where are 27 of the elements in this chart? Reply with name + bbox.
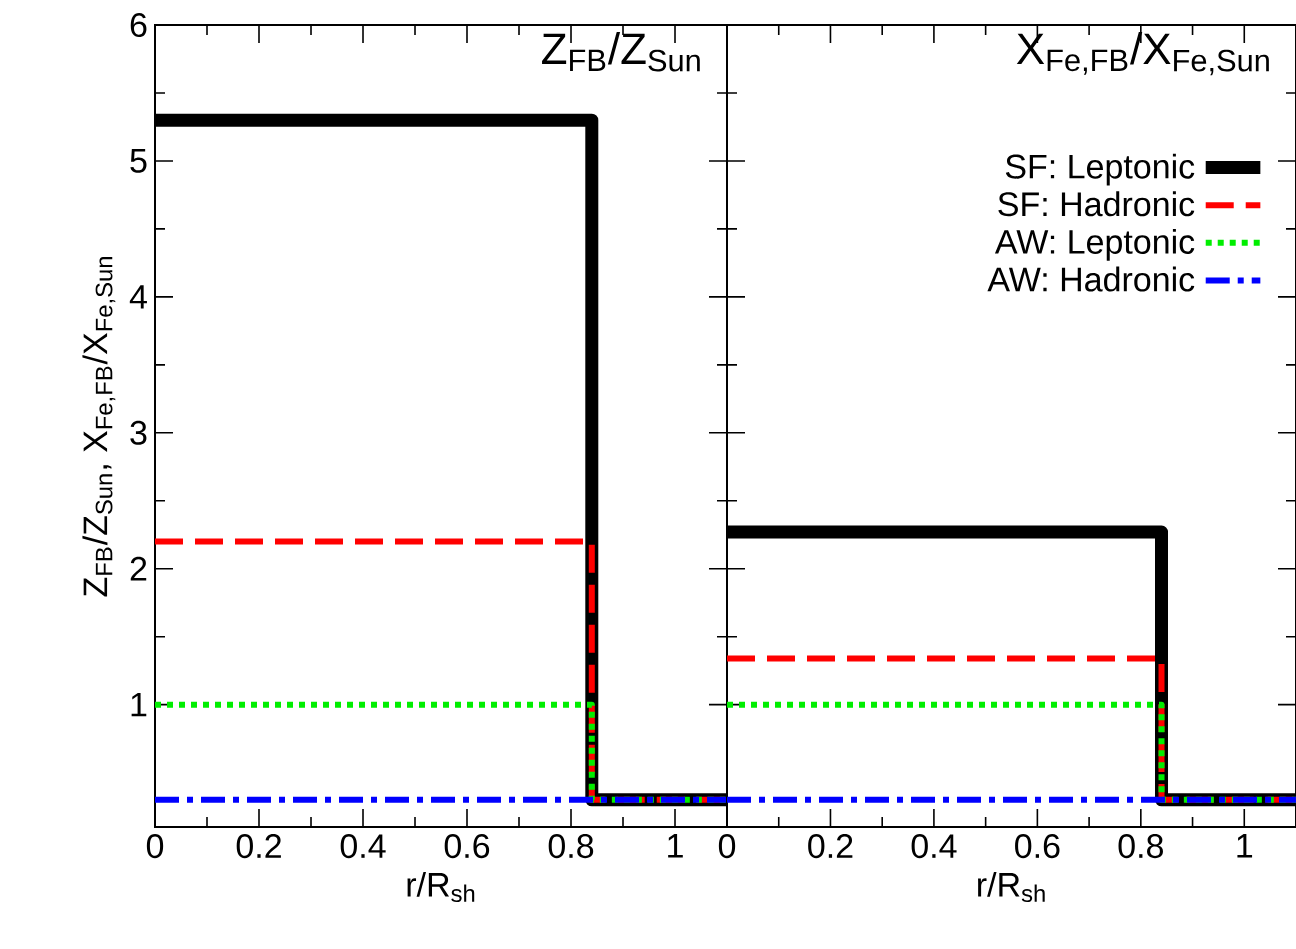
y-tick-label: 5 <box>130 149 147 173</box>
x-tick-label: 0.8 <box>1118 834 1163 859</box>
chart-title: X$_{Fe,FB}$/X$_{Fe,Sun}$ <box>1016 32 1269 76</box>
y-tick-label: 2 <box>130 556 147 581</box>
x-tick-label: 0 <box>718 834 736 859</box>
x-axis-title: r/R$_{sh}$ <box>407 871 475 903</box>
x-tick-label: 0.8 <box>548 834 594 859</box>
x-tick-label: 0.2 <box>236 834 281 859</box>
y-tick-label: 1 <box>131 692 147 717</box>
legend-label: SF: Leptonic <box>1005 153 1195 186</box>
x-tick-label: 0.2 <box>808 834 853 859</box>
y-tick-label: 3 <box>130 420 147 445</box>
x-tick-label: 0.4 <box>911 834 957 859</box>
x-tick-label: 0 <box>146 834 164 859</box>
y-tick-label: 6 <box>130 12 147 38</box>
legend-label: AW: Leptonic <box>994 228 1195 261</box>
x-tick-label: 0.6 <box>444 834 490 859</box>
legend-label: SF: Hadronic <box>998 191 1195 217</box>
x-tick-label: 0.4 <box>340 834 386 859</box>
x-tick-label: 0.6 <box>1015 834 1060 859</box>
x-tick-label: 1 <box>668 834 683 858</box>
x-axis-title: r/R$_{sh}$ <box>978 871 1045 903</box>
y-tick-label: 4 <box>129 285 147 309</box>
x-tick-label: 1 <box>1237 834 1253 858</box>
legend-label: AW: Hadronic <box>987 266 1195 292</box>
chart-title: Z$_{FB}$/Z$_{Sun}$ <box>542 32 700 72</box>
y-axis-title: Z$_{FB}$/Z$_{Sun}$, X$_{Fe,FB}$/X$_{Fe,Sun}$ <box>82 257 116 597</box>
